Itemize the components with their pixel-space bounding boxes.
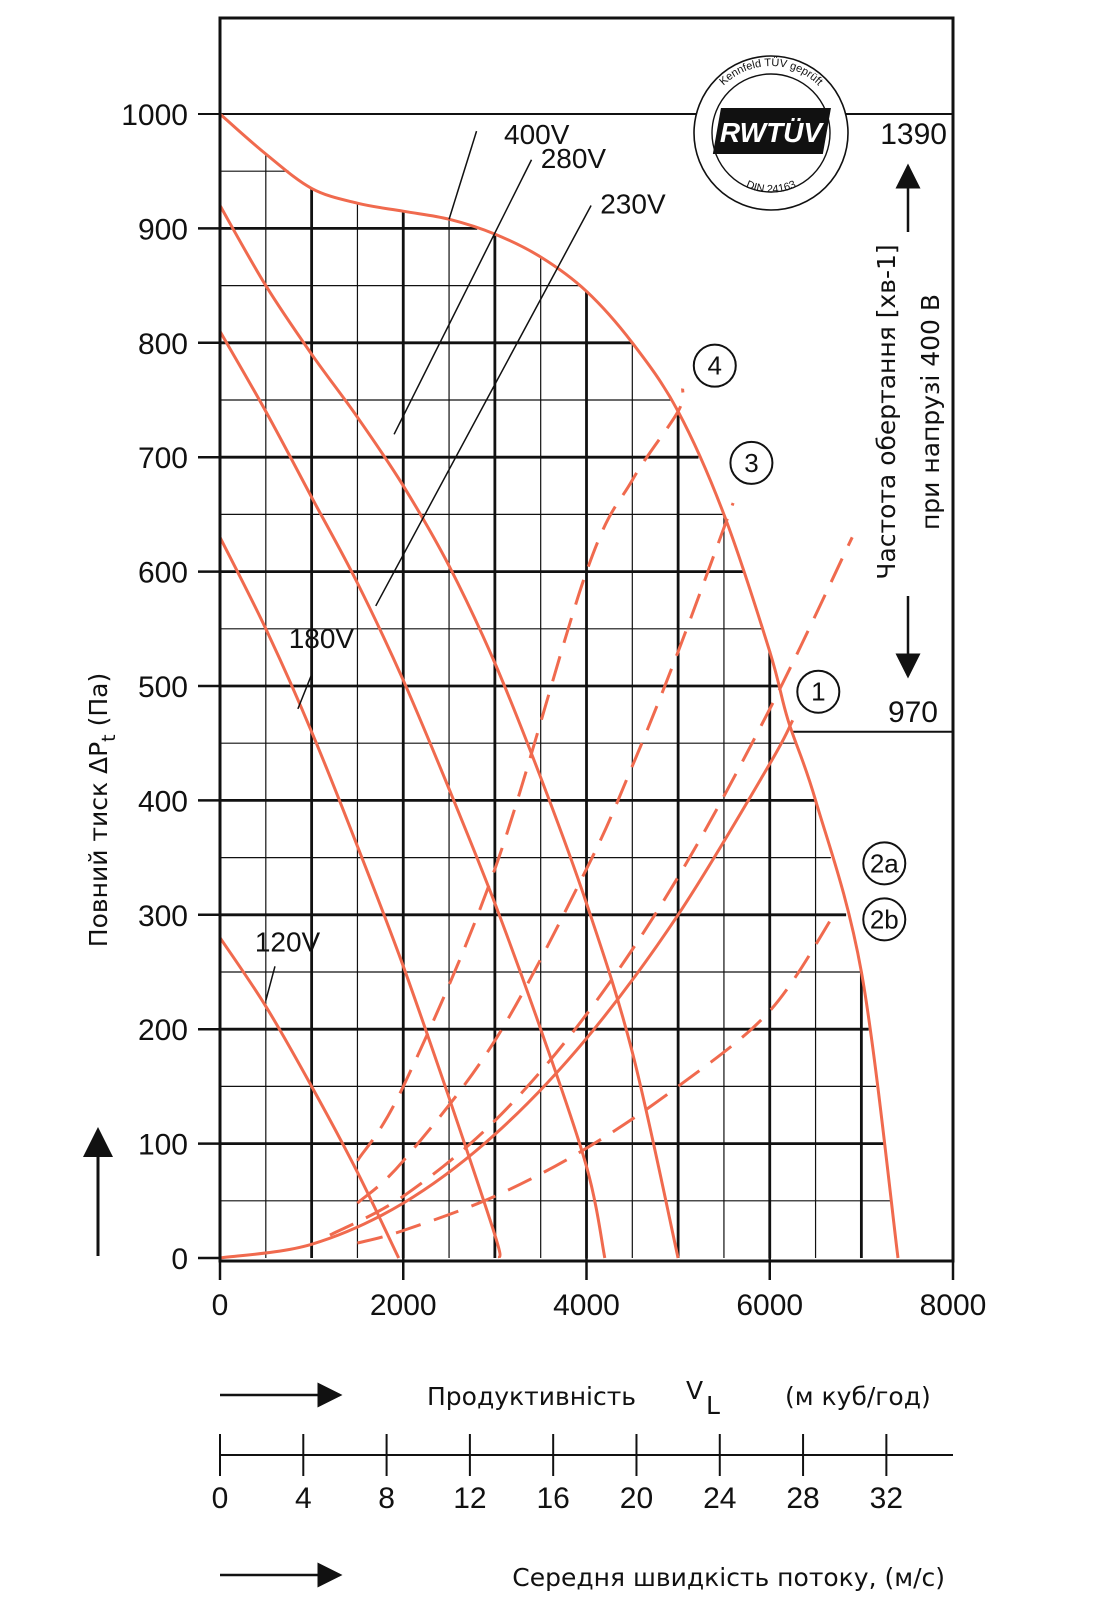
curve-markers: 4 3 1 2a 2b: [692, 343, 907, 942]
marker-circle-2a: [862, 841, 907, 886]
y-tick-label: 0: [171, 1243, 188, 1276]
marker-circle-2b: [862, 897, 907, 942]
x-axis-unit: (м куб/год): [785, 1382, 931, 1411]
y-axis-unit: (Па): [84, 673, 113, 735]
label-leader-230v: [375, 205, 592, 607]
label-leader-180v: [297, 674, 313, 710]
seal-bottom-text: DIN 24163: [744, 179, 797, 196]
velocity-axis: 0 4 8 12 16 20 24 28 32: [212, 1434, 903, 1515]
seal-brand-box: [712, 108, 831, 154]
marker-circle-3: [729, 440, 774, 485]
curve-180v: [218, 536, 502, 1259]
y-axis-label: Повний тиск ΔP: [84, 742, 113, 947]
marker-label-2a: 2a: [870, 848, 899, 878]
x-tick-label: 4000: [553, 1289, 620, 1322]
velocity-tick-label: 8: [378, 1482, 395, 1515]
seal-bottom-textpath: DIN 24163: [744, 179, 797, 196]
velocity-tick-label: 16: [536, 1482, 569, 1515]
y-tick-label: 700: [138, 442, 188, 475]
y-axis-title: Повний тиск ΔPt (Па): [84, 673, 120, 947]
curve-3: [356, 502, 735, 1205]
velocity-tick-label: 12: [453, 1482, 486, 1515]
curve-400v: [219, 112, 900, 1259]
velocity-tick-label: 4: [295, 1482, 312, 1515]
velocity-tick-label: 20: [620, 1482, 653, 1515]
curve-2b: [357, 913, 836, 1245]
tick-labels: 0 100 200 300 400 500 600 700 800 900 1000 0 2000 400…: [121, 99, 986, 1322]
series-label-180v: 180V: [289, 623, 355, 654]
y-tick-label: 500: [138, 671, 188, 704]
velocity-tick-label: 24: [703, 1482, 736, 1515]
series-label-280v: 280V: [541, 143, 607, 174]
velocity-axis-label: Середня швидкість потоку, (м/с): [512, 1563, 945, 1592]
y-axis-subscript: t: [98, 734, 120, 741]
velocity-tick-label: 0: [212, 1482, 229, 1515]
marker-label-2b: 2b: [870, 904, 899, 934]
rwtuv-seal: Kennfeld TÜV geprüft DIN 24163 RWTÜV: [693, 55, 849, 211]
y-tick-label: 1000: [121, 99, 188, 132]
y-tick-label: 600: [138, 557, 188, 590]
series-label-230v: 230V: [600, 189, 666, 220]
speed-axis-label-line2: при напрузі 400 В: [916, 294, 945, 530]
y-tick-label: 300: [138, 900, 188, 933]
seal-inner-ring: [711, 73, 831, 193]
y-tick-label: 100: [138, 1129, 188, 1162]
marker-label-4: 4: [708, 351, 722, 381]
speed-top-value: 1390: [880, 118, 947, 151]
seal-brand: RWTÜV: [720, 117, 824, 148]
label-leader-280v: [393, 159, 533, 435]
curve-120v: [218, 936, 401, 1259]
label-leader-400v: [448, 130, 478, 220]
speed-axis-label-line1: Частота обертання [хв-1]: [872, 244, 901, 579]
y-tick-label: 400: [138, 785, 188, 818]
x-tick-label: 8000: [920, 1289, 987, 1322]
x-tick-label: 2000: [370, 1289, 437, 1322]
speed-axis-title: Частота обертання [хв-1] при напрузі 400…: [872, 244, 945, 579]
curve-4: [356, 388, 685, 1162]
curves: [218, 112, 900, 1260]
speed-bottom-value: 970: [888, 696, 938, 729]
series-label-400v: 400V: [504, 119, 570, 150]
y-tick-label: 900: [138, 213, 188, 246]
marker-circle-4: [692, 343, 737, 388]
grid: [198, 113, 955, 1280]
velocity-tick-label: 28: [786, 1482, 819, 1515]
curve-2a: [329, 536, 854, 1237]
y-tick-label: 200: [138, 1014, 188, 1047]
curve-1: [219, 719, 795, 1260]
x-axis-label: Продуктивність: [427, 1382, 636, 1411]
curve-230v: [218, 330, 607, 1259]
svg-text:Повний тиск ΔPt (Па): Повний тиск ΔPt (Па): [84, 673, 120, 947]
y-tick-label: 800: [138, 328, 188, 361]
marker-circle-1: [796, 669, 841, 714]
x-tick-label: 6000: [736, 1289, 803, 1322]
x-tick-label: 0: [212, 1289, 229, 1322]
series-label-120v: 120V: [255, 926, 321, 957]
label-leader-120v: [265, 966, 276, 1001]
velocity-tick-label: 32: [870, 1482, 903, 1515]
plot-frame: [218, 16, 955, 1263]
marker-label-3: 3: [744, 448, 758, 478]
curve-280v: [218, 204, 680, 1259]
x-axis-symbol: V: [686, 1376, 703, 1405]
x-axis-subscript: L: [706, 1391, 720, 1420]
marker-label-1: 1: [811, 677, 825, 707]
